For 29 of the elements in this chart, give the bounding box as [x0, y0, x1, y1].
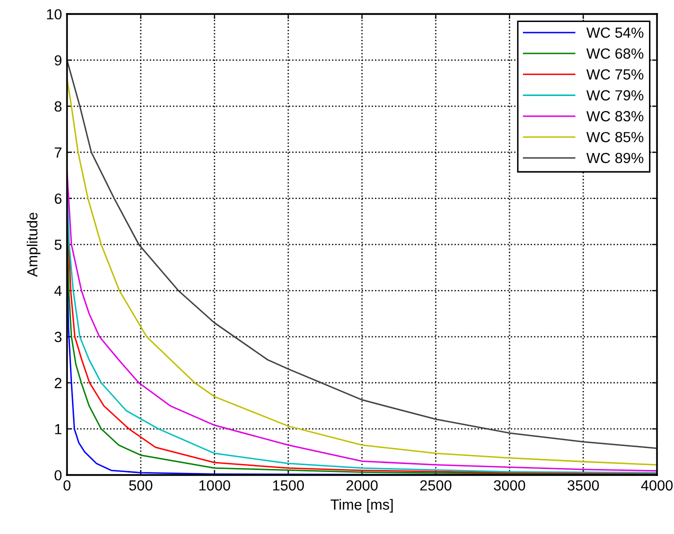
y-tick-label: 0 [54, 470, 62, 480]
y-tick-label: 10 [47, 9, 62, 20]
x-tick-label: 0 [64, 480, 70, 491]
y-tick-label: 5 [54, 240, 62, 250]
x-tick-label: 2500 [420, 480, 452, 491]
y-tick-label: 1 [55, 424, 62, 434]
x-axis-title: Time [ms] [330, 499, 393, 513]
y-tick-label: 9 [54, 55, 62, 66]
legend-label: WC 85% [586, 132, 644, 142]
y-tick-label: 6 [54, 194, 62, 204]
legend-label: WC 54% [586, 28, 644, 38]
y-tick-label: 8 [54, 101, 62, 112]
y-tick-label: 3 [54, 332, 62, 342]
y-tick-label: 7 [54, 148, 62, 158]
y-tick-label: 2 [54, 378, 62, 388]
legend-label: WC 83% [586, 111, 644, 122]
legend-label: WC 75% [586, 69, 644, 80]
x-tick-label: 3000 [494, 480, 526, 491]
x-tick-label: 1000 [199, 480, 230, 491]
x-tick-label: 4000 [641, 480, 673, 491]
x-tick-label: 500 [129, 480, 152, 491]
x-tick-label: 1500 [273, 480, 304, 491]
legend-label: WC 79% [586, 90, 644, 100]
x-tick-label: 3500 [568, 480, 599, 491]
y-tick-label: 4 [54, 286, 62, 296]
x-tick-label: 2000 [346, 480, 378, 491]
legend-label: WC 68% [586, 48, 644, 59]
y-axis-title: Amplitude [26, 212, 40, 277]
legend-label: WC 89% [586, 152, 644, 164]
